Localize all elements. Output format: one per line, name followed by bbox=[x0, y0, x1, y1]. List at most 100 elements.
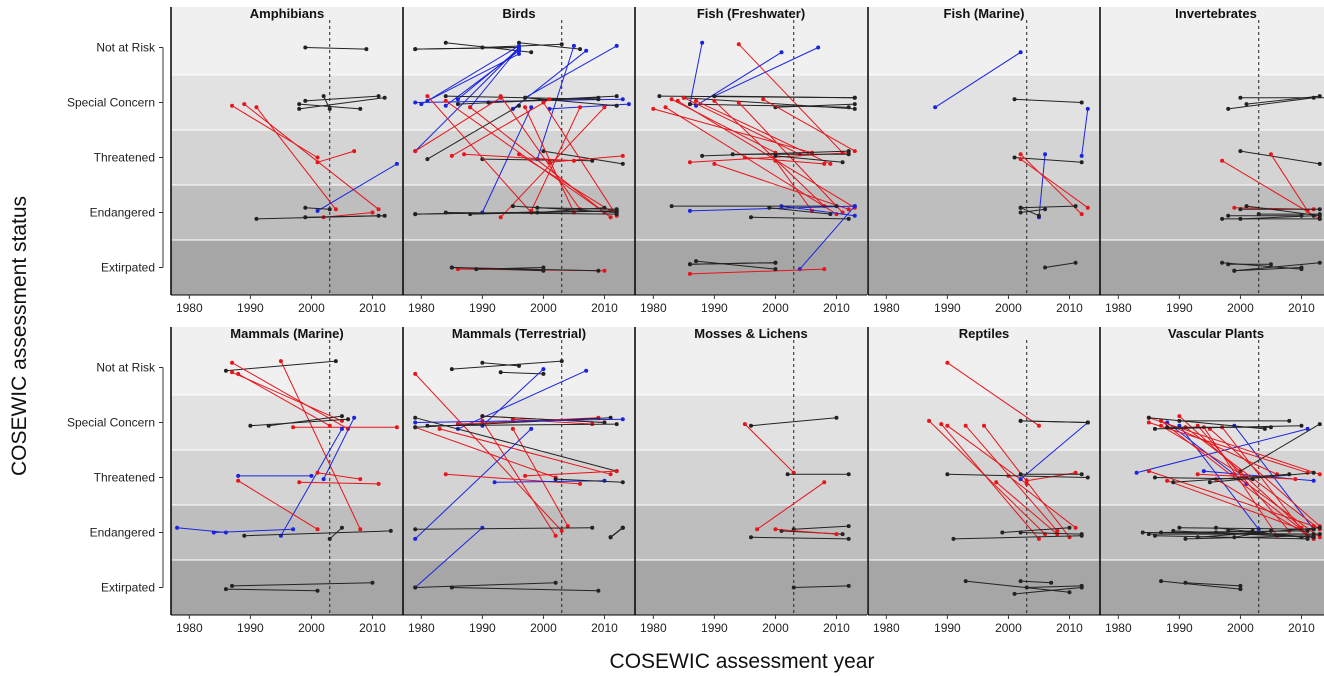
segment-line bbox=[299, 103, 361, 110]
x-tick-label: 2000 bbox=[1227, 621, 1254, 635]
segment-end-point bbox=[1311, 478, 1316, 483]
segment-end-point bbox=[852, 149, 857, 154]
segment-start-point bbox=[1018, 530, 1023, 535]
segment-start-point bbox=[945, 472, 950, 477]
segment-end-point bbox=[816, 45, 821, 50]
y-axis: Not at Risk Special Concern Threatened Enda… bbox=[67, 361, 164, 595]
segment-start-point bbox=[303, 98, 308, 103]
band-1 bbox=[1100, 395, 1324, 450]
band-1 bbox=[868, 75, 1100, 130]
segment-start-point bbox=[211, 530, 216, 535]
segment-line bbox=[451, 587, 599, 592]
segment-start-point bbox=[1159, 579, 1164, 584]
segment-start-point bbox=[437, 426, 442, 431]
segment-start-point bbox=[297, 480, 302, 485]
segment-line bbox=[1020, 422, 1089, 480]
segment-end-point bbox=[1317, 94, 1322, 99]
band-title bbox=[635, 7, 867, 20]
segment-end-point bbox=[602, 478, 607, 483]
segment-end-point bbox=[1262, 426, 1267, 431]
segment-end-point bbox=[852, 102, 857, 107]
segment-start-point bbox=[510, 426, 515, 431]
segment-end-point bbox=[382, 213, 387, 218]
segment-start-point bbox=[1177, 414, 1182, 419]
segment-end-point bbox=[1317, 472, 1322, 477]
x-tick-label: 1980 bbox=[873, 621, 900, 635]
y-tick-label: Threatened bbox=[94, 471, 155, 485]
segment-line bbox=[415, 582, 556, 588]
segment-line bbox=[488, 95, 617, 103]
segment-line bbox=[427, 95, 532, 213]
segment-end-point bbox=[1317, 525, 1322, 530]
segment-start-point bbox=[1152, 533, 1157, 538]
segment-start-point bbox=[791, 585, 796, 590]
segment-end-point bbox=[620, 153, 625, 158]
x-tick-label: 1980 bbox=[873, 301, 900, 315]
segment-line bbox=[481, 420, 557, 536]
segment-end-point bbox=[626, 102, 631, 107]
segment-end-point bbox=[1317, 260, 1322, 265]
x-tick-label: 2010 bbox=[591, 621, 618, 635]
segment-line bbox=[512, 428, 569, 527]
segment-end-point bbox=[590, 525, 595, 530]
segment-start-point bbox=[1183, 580, 1188, 585]
band-0 bbox=[1100, 340, 1324, 395]
band-0 bbox=[1100, 20, 1324, 75]
segment-end-point bbox=[840, 532, 845, 537]
segment-line bbox=[414, 527, 483, 588]
segment-start-point bbox=[413, 425, 418, 430]
segment-start-point bbox=[1043, 265, 1048, 270]
segment-line bbox=[414, 97, 501, 152]
segment-line bbox=[1026, 585, 1082, 588]
band-title bbox=[1100, 327, 1324, 340]
x-tick-label: 2010 bbox=[359, 301, 386, 315]
segment-line bbox=[317, 472, 361, 480]
segment-end-point bbox=[517, 103, 521, 108]
panel-title: Fish (Freshwater) bbox=[697, 6, 805, 21]
segment-line bbox=[305, 215, 379, 218]
segment-line bbox=[305, 47, 367, 50]
segment-start-point bbox=[1152, 426, 1157, 431]
segment-start-point bbox=[749, 423, 753, 428]
segment-line bbox=[1014, 98, 1082, 103]
segment-end-point bbox=[291, 527, 296, 532]
panel-title: Reptiles bbox=[959, 326, 1010, 341]
segment-end-point bbox=[529, 50, 534, 55]
segment-start-point bbox=[1195, 472, 1200, 477]
band-title bbox=[403, 327, 635, 340]
segment-start-point bbox=[1177, 418, 1182, 423]
segment-line bbox=[775, 160, 813, 212]
segment-end-point bbox=[614, 94, 619, 99]
segment-start-point bbox=[1220, 158, 1225, 163]
segment-end-point bbox=[590, 158, 595, 163]
band-1 bbox=[171, 395, 403, 450]
segment-start-point bbox=[687, 208, 692, 213]
segment-end-point bbox=[1079, 160, 1084, 165]
segment-line bbox=[469, 106, 611, 218]
segments bbox=[1220, 94, 1324, 273]
segment-line bbox=[457, 370, 587, 430]
segment-line bbox=[1215, 530, 1253, 533]
band-3 bbox=[171, 505, 403, 560]
segment-line bbox=[177, 527, 226, 533]
x-tick-label: 2000 bbox=[298, 301, 325, 315]
segment-end-point bbox=[822, 480, 827, 485]
segment-end-point bbox=[846, 207, 851, 212]
segment-line bbox=[1185, 582, 1241, 587]
segment-start-point bbox=[449, 367, 454, 372]
segment-end-point bbox=[620, 480, 625, 485]
segment-line bbox=[775, 103, 855, 108]
band-3 bbox=[403, 505, 635, 560]
segment-end-point bbox=[614, 422, 619, 427]
segment-line bbox=[1203, 427, 1278, 536]
segment-start-point bbox=[1146, 415, 1151, 420]
segment-line bbox=[1233, 425, 1315, 530]
panel-title: Mammals (Terrestrial) bbox=[452, 326, 586, 341]
segment-end-point bbox=[1250, 477, 1255, 482]
segment-start-point bbox=[1012, 97, 1017, 102]
segment-start-point bbox=[1207, 480, 1212, 485]
segments bbox=[742, 415, 851, 590]
segment-start-point bbox=[254, 105, 259, 110]
segment-start-point bbox=[773, 527, 778, 532]
